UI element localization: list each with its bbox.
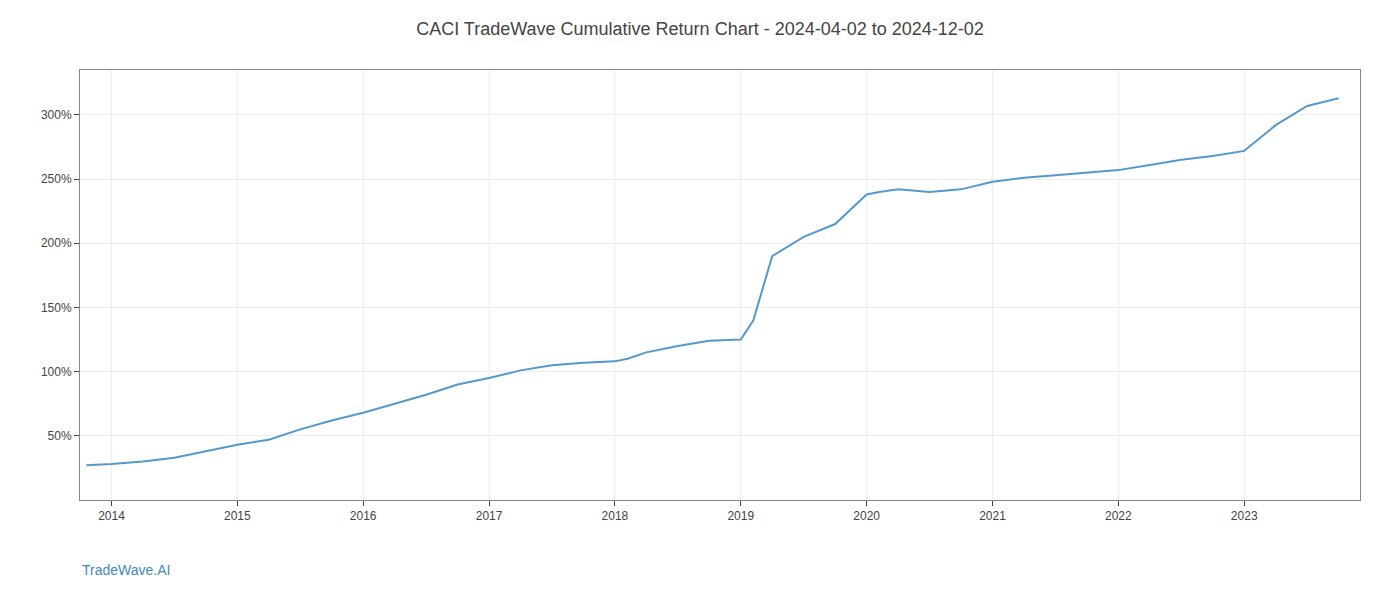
svg-text:50%: 50% <box>48 429 72 443</box>
svg-text:250%: 250% <box>41 172 72 186</box>
svg-text:2021: 2021 <box>979 509 1006 523</box>
svg-text:2023: 2023 <box>1231 509 1258 523</box>
svg-text:2016: 2016 <box>350 509 377 523</box>
svg-text:2017: 2017 <box>476 509 503 523</box>
svg-text:2020: 2020 <box>853 509 880 523</box>
svg-text:CACI TradeWave Cumulative Retu: CACI TradeWave Cumulative Return Chart -… <box>416 19 984 39</box>
svg-text:300%: 300% <box>41 108 72 122</box>
svg-text:2018: 2018 <box>602 509 629 523</box>
svg-text:200%: 200% <box>41 236 72 250</box>
svg-text:100%: 100% <box>41 365 72 379</box>
svg-text:2019: 2019 <box>727 509 754 523</box>
svg-text:2022: 2022 <box>1105 509 1132 523</box>
svg-text:2015: 2015 <box>224 509 251 523</box>
svg-text:2014: 2014 <box>98 509 125 523</box>
svg-text:TradeWave.AI: TradeWave.AI <box>82 562 170 578</box>
svg-text:150%: 150% <box>41 301 72 315</box>
